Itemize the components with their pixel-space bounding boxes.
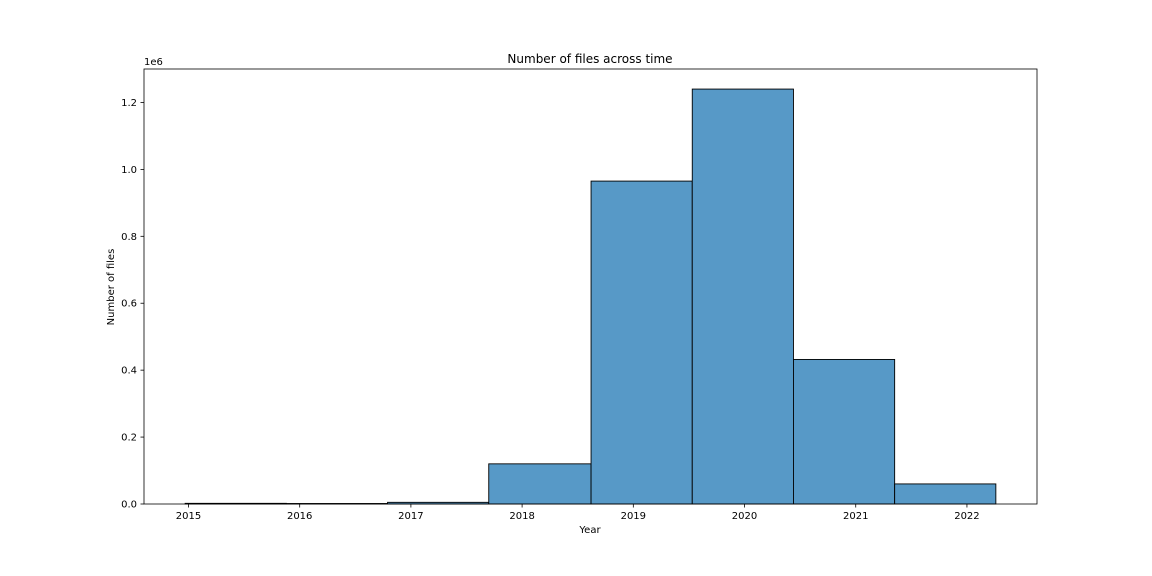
y-tick-label: 0.8 <box>121 232 137 243</box>
histogram-bar <box>488 463 592 505</box>
x-axis-ticks: 2015 2016 2017 2018 2019 2020 2021 2022 <box>176 504 980 522</box>
y-tick-label: 1.0 <box>121 165 137 176</box>
histogram-bar <box>590 180 693 505</box>
y-tick-label: 0.4 <box>121 366 137 377</box>
histogram-bar <box>894 483 997 505</box>
x-tick-label: 2015 <box>176 511 201 522</box>
histogram-bar <box>691 88 794 505</box>
y-axis-ticks: 0.0 0.2 0.4 0.6 0.8 1.0 1.2 <box>121 98 144 511</box>
x-tick-label: 2022 <box>954 511 979 522</box>
histogram-bar <box>793 358 896 505</box>
bars-layer <box>184 88 997 505</box>
y-tick-label: 0.2 <box>121 433 137 444</box>
x-tick-label: 2018 <box>509 511 534 522</box>
x-axis-label: Year <box>578 525 601 536</box>
plot-area-frame <box>143 68 1038 505</box>
y-tick-label: 1.2 <box>121 98 137 109</box>
chart-title: Number of files across time <box>507 52 672 66</box>
x-tick-label: 2017 <box>398 511 423 522</box>
x-tick-label: 2020 <box>732 511 757 522</box>
y-tick-label: 0.0 <box>121 500 137 511</box>
x-tick-label: 2016 <box>287 511 312 522</box>
x-tick-label: 2021 <box>843 511 868 522</box>
y-axis-label: Number of files <box>106 249 117 326</box>
x-tick-label: 2019 <box>621 511 646 522</box>
y-offset-label: 1e6 <box>144 57 163 68</box>
y-tick-label: 0.6 <box>121 299 137 310</box>
